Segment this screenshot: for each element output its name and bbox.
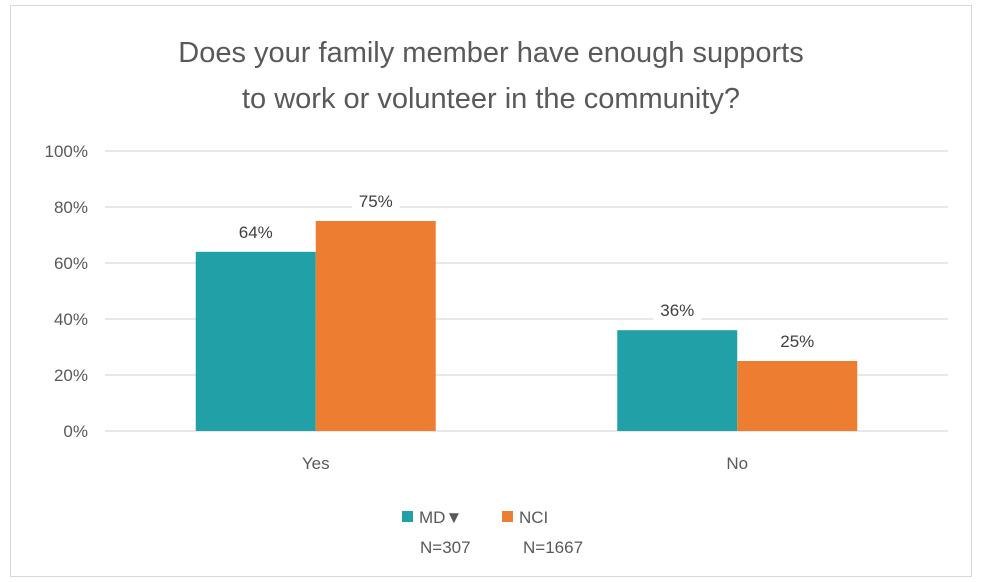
- y-tick-label-40: 40%: [54, 310, 88, 329]
- y-tick-label-60: 60%: [54, 254, 88, 273]
- y-tick-label-100: 100%: [45, 142, 88, 161]
- legend-item-nci: NCI: [502, 508, 548, 528]
- chart-title: Does your family member have enough supp…: [0, 30, 982, 122]
- data-label-bg-yes-series-0: [231, 219, 280, 242]
- data-label-yes-series-0: 64%: [239, 223, 273, 242]
- legend-n-md: N=307: [420, 538, 471, 557]
- bar-yes-series-0: [195, 251, 316, 431]
- data-label-bg-no-series-0: [653, 298, 702, 321]
- y-tick-label-80: 80%: [54, 198, 88, 217]
- legend-label-md: MD▼: [419, 508, 463, 527]
- legend-item-md: MD▼: [402, 508, 462, 528]
- legend-swatch-nci: [502, 511, 513, 523]
- bar-yes-series-1: [315, 221, 436, 431]
- x-category-label-no: No: [726, 454, 748, 473]
- bar-no-series-1: [737, 361, 858, 431]
- data-label-bg-yes-series-1: [351, 189, 400, 211]
- data-label-no-series-0: 36%: [660, 301, 694, 320]
- chart-title-line-2: to work or volunteer in the community?: [241, 83, 741, 115]
- data-label-no-series-1: 25%: [780, 332, 814, 351]
- chart-legend: MD▼ NCI N=307 N=1667: [0, 508, 982, 568]
- legend-swatch-md: [402, 511, 413, 523]
- y-tick-label-20: 20%: [54, 366, 88, 385]
- y-tick-label-0: 0%: [63, 422, 88, 441]
- data-label-yes-series-1: 75%: [359, 192, 393, 211]
- chart-title-line-1: Does your family member have enough supp…: [178, 37, 804, 69]
- chart-frame: [10, 5, 972, 577]
- data-label-bg-no-series-1: [773, 329, 822, 351]
- x-category-label-yes: Yes: [302, 454, 330, 473]
- legend-n-nci: N=1667: [523, 538, 584, 557]
- bar-no-series-0: [617, 330, 738, 431]
- legend-label-nci: NCI: [519, 508, 549, 527]
